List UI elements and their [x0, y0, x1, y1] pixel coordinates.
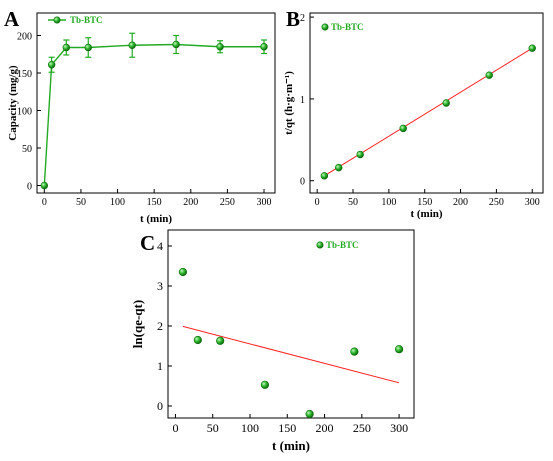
series-line — [43, 43, 265, 186]
y-tick-label: 0 — [300, 177, 305, 188]
legend-label: Tb-BTC — [326, 240, 359, 250]
data-point — [350, 347, 359, 356]
data-point — [334, 163, 343, 172]
x-axis-title: t (min) — [272, 438, 310, 453]
data-point — [305, 409, 314, 419]
y-tick-label: 200 — [17, 32, 32, 43]
x-tick-label: 50 — [76, 197, 86, 208]
x-tick-label: 250 — [220, 197, 235, 208]
panel-b-pseudo-second-order-chart: B 0 50 100 150 200 250 300 0 1 2 t (min) t/qt (h·g·m… — [283, 7, 544, 220]
plot-frame — [167, 229, 415, 419]
legend-label: Tb-BTC — [331, 22, 364, 32]
data-point — [394, 345, 404, 354]
data-point — [399, 124, 407, 133]
legend-marker — [316, 241, 324, 249]
y-tick-label: 100 — [17, 107, 32, 118]
panel-label: B — [286, 7, 300, 31]
y-tick-label: 50 — [22, 144, 32, 155]
x-tick-label: 50 — [207, 421, 219, 435]
plot-frame — [309, 12, 544, 194]
fit-line — [182, 325, 400, 384]
x-tick-label: 50 — [348, 197, 358, 208]
x-tick-label: 150 — [417, 197, 432, 208]
data-point — [260, 380, 270, 389]
legend-marker — [53, 16, 61, 24]
fit-line — [324, 47, 533, 177]
data-point — [47, 61, 56, 69]
x-tick-label: 100 — [381, 197, 396, 208]
x-tick-label: 100 — [241, 421, 259, 435]
panel-c-pseudo-first-order-chart: C 0 50 100 150 200 250 300 0 1 2 3 4 t (min) ln(qe-qt)… — [130, 229, 415, 453]
x-tick-label: 100 — [110, 197, 125, 208]
legend: Tb-BTC — [321, 22, 364, 32]
y-tick-label: 0 — [27, 182, 32, 193]
x-tick-label: 300 — [257, 197, 272, 208]
data-point — [356, 150, 364, 159]
data-point — [193, 335, 202, 345]
y-tick-label: 1 — [157, 359, 163, 373]
data-point — [216, 336, 225, 345]
x-axis-title: t (min) — [140, 213, 172, 225]
y-tick-label: 1 — [300, 95, 305, 106]
x-tick-label: 150 — [278, 421, 296, 435]
panel-label: A — [4, 7, 20, 31]
x-tick-label: 200 — [316, 421, 334, 435]
legend: Tb-BTC — [316, 240, 359, 250]
y-tick-label: 0 — [157, 399, 163, 413]
data-point — [320, 172, 329, 180]
x-tick-label: 250 — [489, 197, 504, 208]
x-tick-label: 0 — [172, 421, 178, 435]
x-tick-label: 300 — [390, 421, 408, 435]
data-point — [442, 99, 450, 107]
panel-a-capacity-chart: A 0 50 100 150 200 250 300 0 50 100 150 200 t (min) Ca… — [4, 7, 276, 225]
x-tick-label: 0 — [315, 197, 320, 208]
data-point — [84, 43, 92, 52]
y-tick-label: 3 — [157, 279, 163, 293]
x-tick-label: 0 — [42, 197, 47, 208]
x-tick-label: 200 — [183, 197, 198, 208]
data-point — [40, 181, 49, 190]
y-axis-title: Capacity (mg/g) — [7, 65, 19, 141]
data-point — [172, 40, 180, 49]
legend-label: Tb-BTC — [70, 15, 103, 25]
data-point — [62, 43, 70, 52]
y-axis-title: ln(qe-qt) — [130, 300, 145, 348]
x-tick-label: 200 — [453, 197, 468, 208]
y-axis-title: t/qt (h·g·m⁻¹) — [283, 71, 295, 135]
y-tick-label: 2 — [157, 319, 163, 333]
x-tick-label: 250 — [353, 421, 371, 435]
data-point — [260, 43, 268, 51]
data-point — [178, 267, 188, 277]
y-tick-label: 2 — [300, 13, 305, 24]
x-tick-label: 150 — [147, 197, 162, 208]
x-tick-label: 300 — [525, 197, 540, 208]
x-axis-title: t (min) — [410, 208, 442, 220]
y-tick-label: 150 — [17, 69, 32, 80]
data-point — [485, 71, 493, 79]
data-point — [216, 43, 224, 51]
panel-label: C — [140, 231, 155, 255]
plot-frame — [36, 12, 276, 194]
data-point — [528, 44, 536, 52]
y-tick-label: 4 — [157, 239, 163, 253]
legend-marker — [321, 23, 329, 31]
data-point — [128, 41, 136, 49]
legend: Tb-BTC — [48, 15, 103, 25]
